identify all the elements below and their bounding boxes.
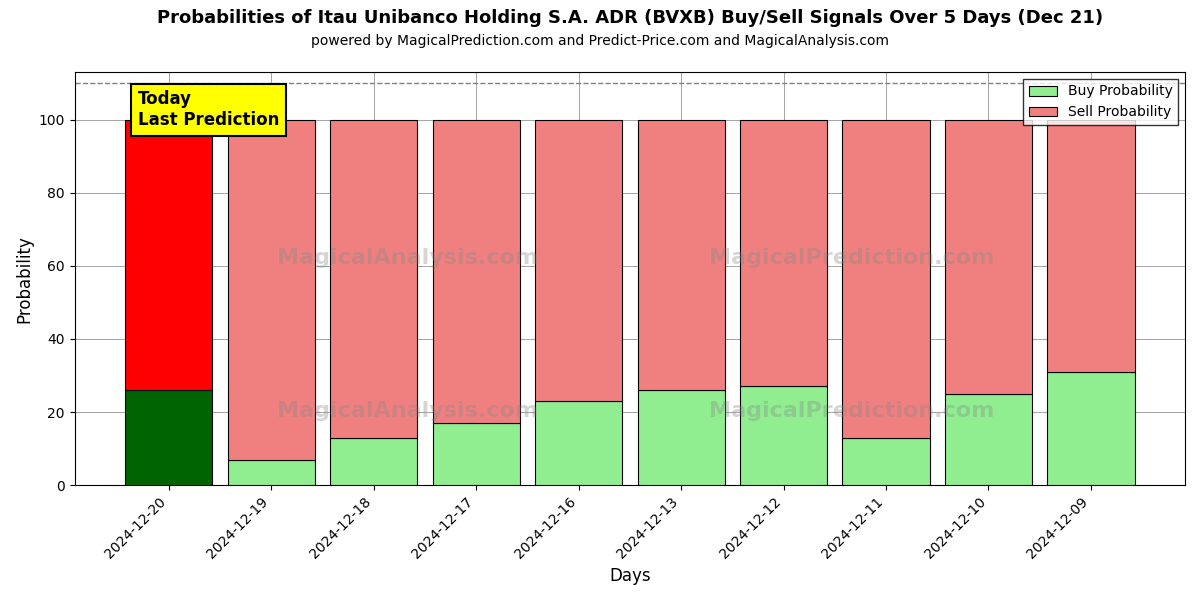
Bar <box>330 119 418 437</box>
Bar <box>637 119 725 390</box>
Text: Today
Last Prediction: Today Last Prediction <box>138 90 280 129</box>
Bar <box>535 401 622 485</box>
Y-axis label: Probability: Probability <box>16 235 34 323</box>
Bar <box>125 390 212 485</box>
Text: MagicalPrediction.com: MagicalPrediction.com <box>709 401 995 421</box>
Bar <box>740 386 827 485</box>
Text: MagicalAnalysis.com: MagicalAnalysis.com <box>277 401 539 421</box>
Bar <box>330 437 418 485</box>
Title: Probabilities of Itau Unibanco Holding S.A. ADR (BVXB) Buy/Sell Signals Over 5 D: Probabilities of Itau Unibanco Holding S… <box>157 10 1103 28</box>
Bar <box>740 119 827 386</box>
Bar <box>1048 372 1134 485</box>
Bar <box>1048 119 1134 372</box>
Bar <box>432 119 520 423</box>
Text: powered by MagicalPrediction.com and Predict-Price.com and MagicalAnalysis.com: powered by MagicalPrediction.com and Pre… <box>311 34 889 48</box>
Bar <box>125 119 212 390</box>
Text: MagicalPrediction.com: MagicalPrediction.com <box>709 248 995 268</box>
Bar <box>842 437 930 485</box>
Bar <box>228 119 314 460</box>
Bar <box>842 119 930 437</box>
Bar <box>944 119 1032 394</box>
Bar <box>637 390 725 485</box>
Legend: Buy Probability, Sell Probability: Buy Probability, Sell Probability <box>1024 79 1178 125</box>
Bar <box>228 460 314 485</box>
Text: MagicalAnalysis.com: MagicalAnalysis.com <box>277 248 539 268</box>
Bar <box>535 119 622 401</box>
Bar <box>432 423 520 485</box>
Bar <box>944 394 1032 485</box>
X-axis label: Days: Days <box>610 567 650 585</box>
